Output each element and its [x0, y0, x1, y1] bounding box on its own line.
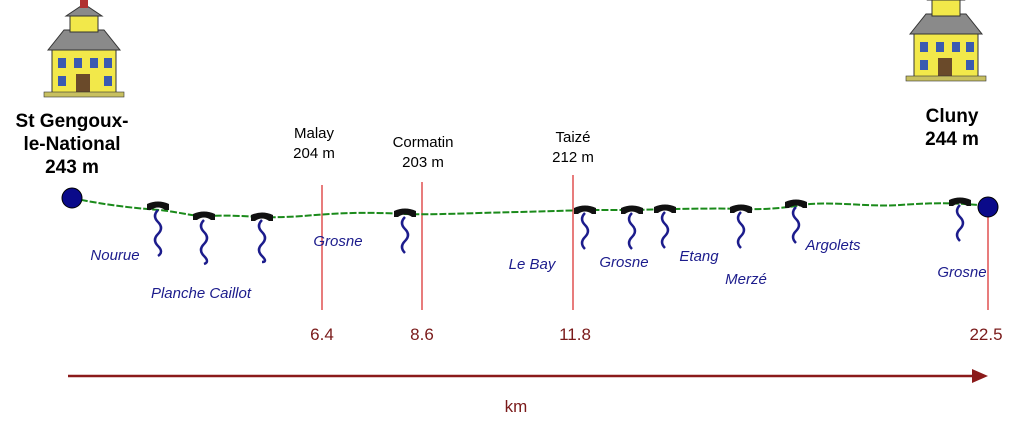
bridge-icon — [394, 208, 416, 217]
town-name-malay: Malay — [294, 125, 335, 142]
town-altitude-taize: 212 m — [552, 149, 594, 166]
river-squiggle-grosne-2 — [627, 212, 637, 250]
start-name-line1: St Gengoux- — [16, 111, 129, 132]
river-squiggle-le-bay — [580, 212, 590, 250]
river-label-grosne-1: Grosne — [313, 233, 362, 250]
river-squiggle-grosne-1 — [257, 219, 267, 264]
end-name: Cluny — [926, 106, 979, 127]
distance-axis-arrowhead — [972, 369, 988, 383]
bridge-icon — [654, 204, 676, 213]
town-name-cormatin: Cormatin — [393, 134, 454, 151]
river-squiggle-etang — [660, 211, 670, 249]
axis-unit-label: km — [505, 397, 528, 416]
start-altitude: 243 m — [45, 157, 99, 178]
river-label-grosne-2: Grosne — [599, 254, 648, 271]
river-label-merze: Merzé — [725, 271, 767, 288]
bridge-icon — [621, 205, 643, 214]
river-squiggle-cormatin — [400, 216, 410, 254]
river-label-le-bay: Le Bay — [509, 256, 557, 273]
river-crossings — [153, 204, 965, 266]
bridge-icon — [251, 212, 273, 221]
start-name-line2: le-National — [23, 134, 120, 155]
start-house-icon — [43, 0, 125, 98]
km-label-taize: 11.8 — [559, 325, 591, 344]
bridge-icon — [574, 205, 596, 214]
river-label-grosne-3: Grosne — [937, 264, 986, 281]
end-house-icon — [905, 0, 987, 82]
km-label-malay: 6.4 — [310, 325, 334, 344]
bridge-icon — [730, 204, 752, 213]
end-point-marker — [977, 196, 999, 218]
river-label-planche-caillot: Planche Caillot — [151, 285, 252, 302]
km-label-cormatin: 8.6 — [410, 325, 434, 344]
town-name-taize: Taizé — [555, 129, 590, 146]
river-label-etang: Etang — [679, 248, 719, 265]
end-altitude: 244 m — [925, 129, 979, 150]
river-squiggle-grosne-3 — [955, 204, 965, 242]
town-altitude-cormatin: 203 m — [402, 154, 444, 171]
river-label-nourue: Nourue — [90, 247, 139, 264]
start-point-marker — [61, 187, 83, 209]
km-label-cluny: 22.5 — [969, 325, 1002, 344]
bridge-icon — [949, 197, 971, 206]
river-squiggle-argolets — [791, 206, 801, 244]
bridge-icon — [147, 201, 169, 210]
river-squiggle-nourue — [153, 209, 163, 258]
town-altitude-malay: 204 m — [293, 145, 335, 162]
bridge-icon — [193, 211, 215, 220]
river-label-argolets: Argolets — [804, 237, 861, 254]
river-squiggle-planche-caillot — [199, 219, 209, 266]
river-squiggle-merze — [736, 211, 746, 249]
